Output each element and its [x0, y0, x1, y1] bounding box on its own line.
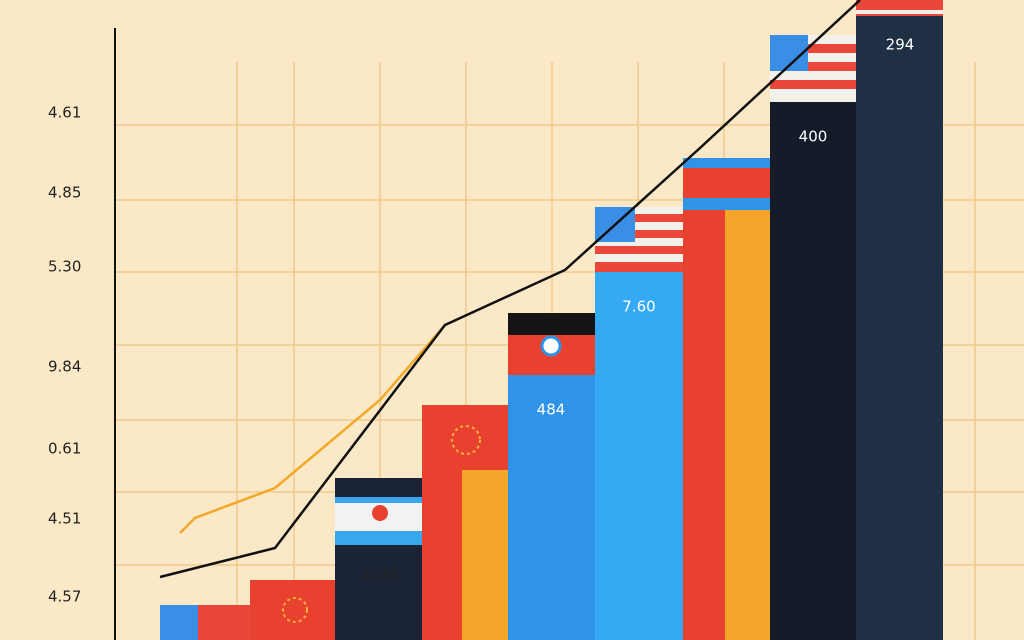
y-label: 4.57 — [48, 588, 81, 606]
bar-label: 7.60 — [622, 298, 655, 316]
bar-label: 294 — [886, 36, 915, 54]
y-label: 0.61 — [48, 440, 81, 458]
y-label: 4.51 — [48, 510, 81, 528]
y-label: 5.30 — [48, 258, 81, 276]
bar-label: 484 — [537, 401, 566, 419]
black-line — [159, 0, 861, 579]
bar-label: 400 — [799, 128, 828, 146]
bars — [160, 0, 943, 640]
y-label: 4.61 — [48, 104, 81, 122]
bar-label: 2044 — [361, 566, 399, 584]
y-label: 9.84 — [48, 358, 81, 376]
orange-line — [179, 324, 446, 534]
y-label: 4.85 — [48, 184, 81, 202]
